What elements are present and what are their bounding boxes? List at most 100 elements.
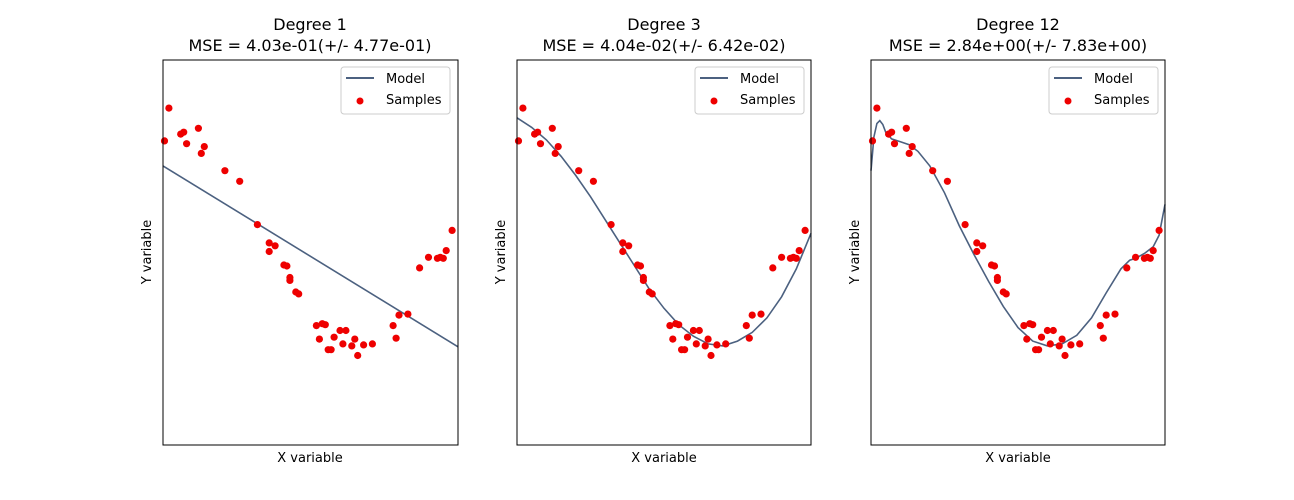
sample-point: [993, 276, 1002, 284]
sample-point: [757, 310, 765, 318]
sample-point: [769, 264, 777, 272]
legend-samples-marker: [1064, 97, 1072, 105]
sample-point: [961, 221, 969, 229]
sample-point: [551, 149, 559, 157]
legend: Model Samples: [694, 66, 805, 115]
sample-point: [1029, 321, 1037, 329]
plot-subtitle: MSE = 2.84e+00(+/- 7.83e+00): [889, 36, 1147, 55]
samples-group: [514, 104, 809, 360]
sample-point: [801, 226, 809, 234]
sample-point: [795, 247, 803, 255]
sample-point: [1043, 326, 1051, 335]
axes-background: [871, 60, 1165, 445]
sample-point: [1123, 264, 1131, 272]
sample-point: [392, 334, 400, 342]
sample-point: [695, 326, 703, 335]
sample-point: [648, 290, 656, 298]
sample-point: [519, 104, 527, 112]
sample-point: [536, 140, 545, 148]
plot-area: [160, 59, 459, 446]
sample-point: [1035, 346, 1043, 354]
sample-point: [389, 322, 397, 330]
sample-point: [868, 137, 877, 145]
sample-point: [339, 340, 347, 348]
sample-point: [312, 322, 320, 330]
sample-point: [683, 333, 692, 341]
sample-point: [448, 226, 456, 234]
sample-point: [534, 128, 542, 136]
sample-point: [321, 321, 329, 329]
legend: Model Samples: [340, 66, 451, 115]
sample-point: [271, 242, 279, 250]
sample-point: [1037, 333, 1046, 341]
x-axis-label: X variable: [277, 451, 342, 466]
samples-group: [868, 104, 1163, 360]
sample-point: [1023, 335, 1031, 343]
sample-point: [165, 104, 173, 112]
sample-point: [253, 221, 261, 229]
sample-point: [1076, 340, 1084, 348]
sample-point: [639, 276, 648, 284]
sample-point: [929, 167, 937, 175]
sample-point: [607, 221, 615, 229]
sample-point: [197, 149, 205, 157]
sample-point: [342, 326, 350, 335]
sample-point: [360, 341, 368, 349]
model-line-group: [870, 119, 1166, 347]
sample-point: [1146, 254, 1154, 262]
axes-background: [163, 60, 458, 445]
legend-samples-marker: [710, 97, 718, 105]
legend-model-label: Model: [1094, 72, 1133, 87]
sample-point: [439, 254, 447, 262]
sample-point: [1149, 247, 1157, 255]
sample-point: [669, 335, 677, 343]
legend-samples-label: Samples: [1094, 93, 1150, 108]
sample-point: [221, 167, 229, 175]
sample-point: [707, 351, 715, 360]
axes-background: [517, 60, 811, 445]
x-axis-label: X variable: [631, 451, 696, 466]
legend-samples-label: Samples: [386, 93, 442, 108]
model-line: [870, 119, 1166, 347]
sample-point: [625, 242, 633, 250]
sample-point: [368, 340, 376, 348]
sample-point: [354, 351, 362, 360]
sample-point: [990, 262, 999, 270]
axes-frame: [162, 59, 459, 446]
sample-point: [742, 322, 750, 330]
sample-point: [1058, 335, 1066, 343]
plot-subtitle: MSE = 4.04e-02(+/- 6.42e-02): [543, 36, 786, 55]
sample-point: [1049, 326, 1057, 335]
sample-point: [689, 326, 698, 335]
sample-point: [1046, 340, 1054, 348]
legend: Model Samples: [1048, 66, 1159, 115]
sample-point: [704, 335, 712, 343]
sample-point: [265, 239, 273, 247]
sample-point: [442, 247, 450, 255]
sample-point: [183, 140, 191, 148]
sample-point: [575, 167, 583, 175]
sample-point: [424, 253, 433, 261]
legend-samples-label: Samples: [740, 93, 796, 108]
plot-area: [868, 59, 1166, 446]
sample-point: [1155, 226, 1163, 234]
sample-point: [666, 322, 674, 330]
sample-point: [160, 137, 169, 145]
sample-point: [554, 143, 562, 151]
sample-point: [722, 340, 730, 348]
y-axis-label: Y variable: [848, 220, 863, 286]
sample-point: [902, 124, 910, 132]
sample-point: [905, 149, 913, 157]
sample-point: [1002, 290, 1010, 298]
sample-point: [336, 326, 344, 335]
sample-point: [973, 247, 981, 256]
subplot-degree-12: Degree 12 MSE = 2.84e+00(+/- 7.83e+00) X…: [848, 15, 1166, 466]
sample-point: [748, 311, 756, 319]
sample-point: [778, 253, 786, 261]
sample-point: [514, 137, 523, 145]
sample-point: [1099, 334, 1107, 342]
sample-point: [286, 276, 294, 284]
plot-subtitle: MSE = 4.03e-01(+/- 4.77e-01): [189, 36, 432, 55]
sample-point: [548, 124, 556, 132]
sample-point: [1102, 311, 1110, 319]
